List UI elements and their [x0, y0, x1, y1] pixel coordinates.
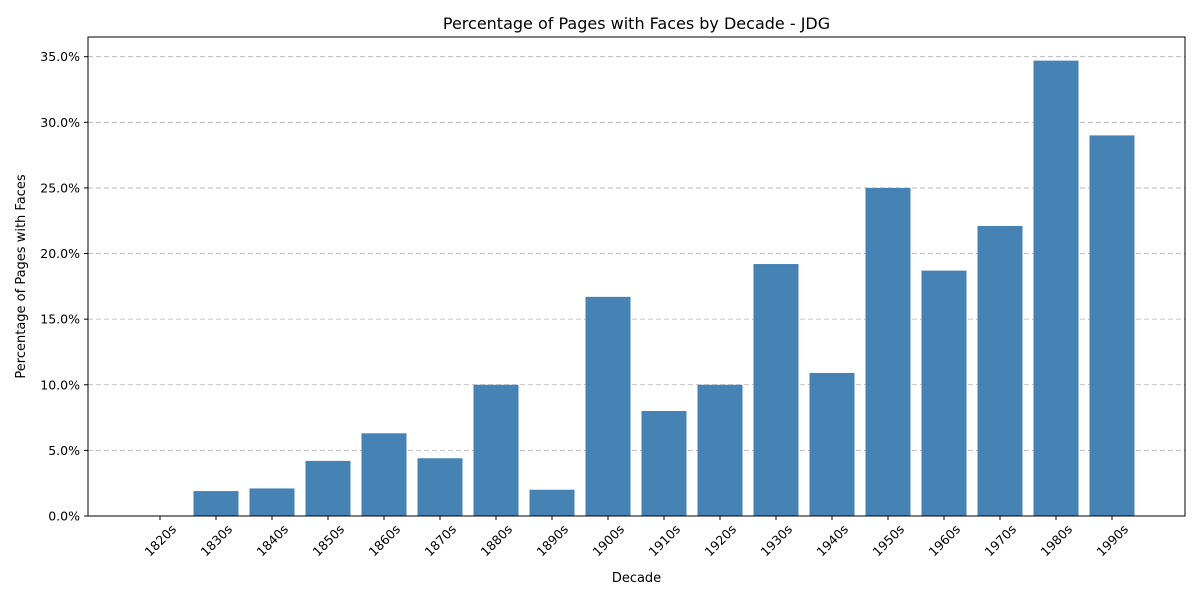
x-tick-label: 1920s: [701, 522, 739, 560]
bar-1900s: [585, 296, 631, 516]
plot-area-frame: [87, 36, 1186, 517]
bar-1860s: [361, 433, 407, 516]
bar-1830s: [193, 491, 239, 516]
y-tick-label: 20.0%: [40, 246, 80, 261]
chart-title: Percentage of Pages with Faces by Decade…: [443, 14, 830, 33]
bar-1890s: [529, 489, 575, 516]
x-tick-label: 1910s: [645, 522, 683, 560]
bar-1940s: [809, 372, 855, 516]
y-axis-label: Percentage of Pages with Faces: [14, 174, 29, 378]
bar-1870s: [417, 458, 463, 516]
y-tick-label: 35.0%: [40, 49, 80, 64]
x-tick-label: 1880s: [477, 522, 515, 560]
x-tick-label: 1820s: [141, 522, 179, 560]
x-tick-label: 1830s: [197, 522, 235, 560]
x-tick-label: 1960s: [925, 522, 963, 560]
y-tick-label: 5.0%: [48, 443, 80, 458]
y-axis-ticks: 0.0% 5.0% 10.0% 15.0% 20.0% 25.0% 30.0% 35.0%: [40, 49, 88, 524]
x-axis-label: Decade: [612, 571, 661, 586]
x-axis-ticks: 1820s 1830s 1840s 1850s 1860s 1870s 1880s 1890s…: [141, 516, 1131, 559]
bar-1880s: [473, 384, 519, 516]
y-tick-label: 25.0%: [40, 180, 80, 195]
y-tick-label: 10.0%: [40, 377, 80, 392]
bar-1960s: [921, 270, 967, 516]
x-tick-label: 1990s: [1093, 522, 1131, 560]
x-tick-label: 1860s: [365, 522, 403, 560]
bar-1920s: [697, 384, 743, 516]
bar-1910s: [641, 411, 687, 516]
y-tick-label: 30.0%: [40, 115, 80, 130]
x-tick-label: 1980s: [1037, 522, 1075, 560]
x-tick-label: 1870s: [421, 522, 459, 560]
x-tick-label: 1900s: [589, 522, 627, 560]
bar-1950s: [865, 187, 911, 517]
bar-1980s: [1033, 60, 1079, 516]
bar-1850s: [305, 460, 351, 516]
x-tick-label: 1930s: [757, 522, 795, 560]
x-tick-label: 1950s: [869, 522, 907, 560]
x-tick-label: 1970s: [981, 522, 1019, 560]
y-tick-label: 15.0%: [40, 312, 80, 327]
x-tick-label: 1850s: [309, 522, 347, 560]
bar-layer: [193, 60, 1135, 517]
x-tick-label: 1840s: [253, 522, 291, 560]
bar-1990s: [1089, 135, 1135, 516]
y-tick-label: 0.0%: [48, 509, 80, 524]
bar-1930s: [753, 264, 799, 516]
x-tick-label: 1940s: [813, 522, 851, 560]
x-tick-label: 1890s: [533, 522, 571, 560]
bar-1970s: [977, 225, 1023, 516]
bar-1840s: [249, 488, 295, 516]
